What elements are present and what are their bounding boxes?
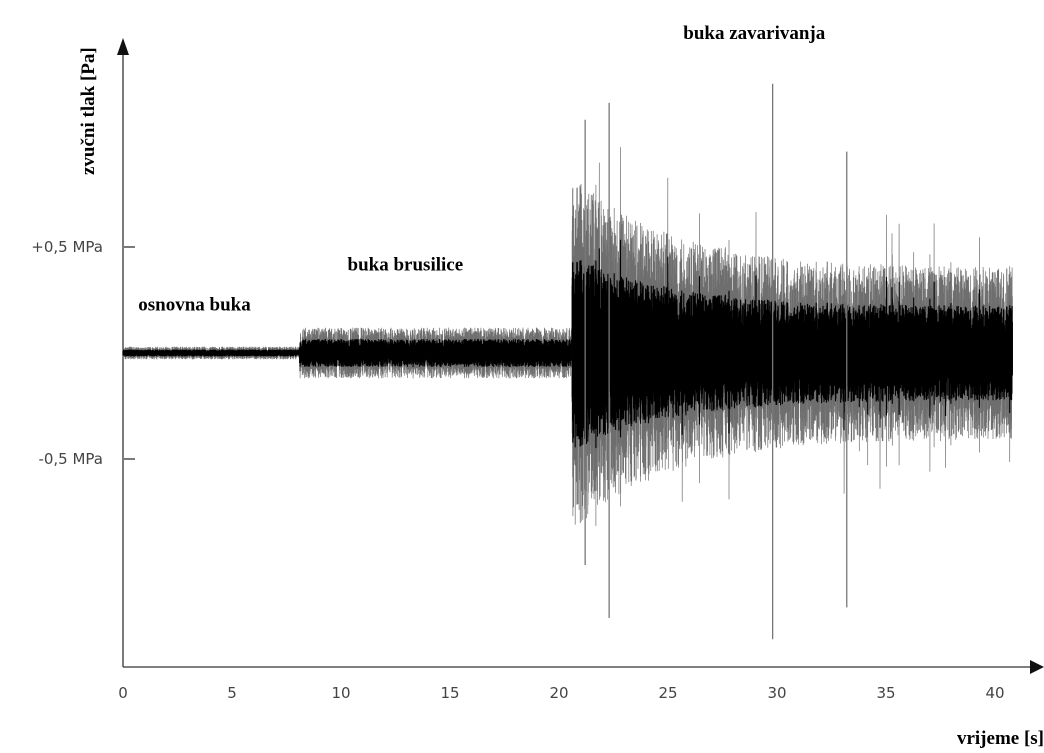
y-ticks: +0,5 MPa -0,5 MPa <box>31 238 135 468</box>
annotation-label: osnovna buka <box>138 295 251 316</box>
annotations: osnovna buka buka brusilice buka zavarivan… <box>138 23 825 315</box>
y-axis-arrow-icon <box>117 38 129 55</box>
signal-segment-core <box>571 239 1013 449</box>
x-tick-label: 40 <box>985 684 1004 702</box>
x-axis-title: vrijeme [s] <box>957 728 1044 749</box>
x-tick-label: 30 <box>767 684 786 702</box>
annotation-label: buka brusilice <box>348 254 464 275</box>
x-tick-label: 0 <box>118 684 128 702</box>
x-axis-arrow-icon <box>1030 660 1044 674</box>
x-tick-label: 10 <box>331 684 350 702</box>
y-tick-label: +0,5 MPa <box>31 238 103 256</box>
y-axis-title: zvučni tlak [Pa] <box>78 47 99 175</box>
x-tick-label: 15 <box>440 684 459 702</box>
x-tick-label: 25 <box>658 684 677 702</box>
signal-segment-core <box>122 349 301 357</box>
signal-waveform <box>122 83 1013 640</box>
y-tick-label: -0,5 MPa <box>38 450 103 468</box>
x-tick-label: 20 <box>549 684 568 702</box>
x-tick-label: 5 <box>227 684 237 702</box>
x-ticks: 0 5 10 15 20 25 30 35 40 <box>118 684 1004 702</box>
x-tick-label: 35 <box>876 684 895 702</box>
annotation-label: buka zavarivanja <box>683 23 825 44</box>
signal-segment-core <box>299 338 573 368</box>
